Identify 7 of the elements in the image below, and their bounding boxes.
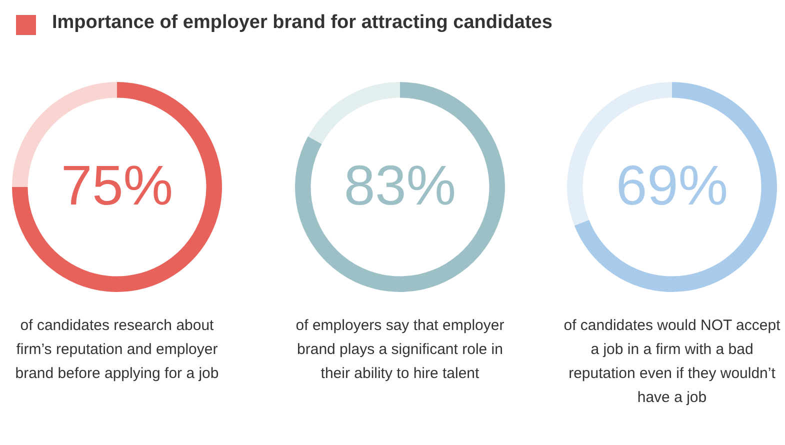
data-label: 69% bbox=[616, 153, 728, 216]
text: of employers say that employer brand plays a significant role in their ability to hire talent bbox=[294, 316, 506, 384]
data-label: 75% bbox=[60, 153, 174, 216]
text: Importance of employer brand for attracting candidates bbox=[52, 12, 552, 34]
text: of candidates research about firm’s reputation and employer brand before applying for a job bbox=[14, 316, 220, 384]
data-label: 83% bbox=[344, 153, 456, 216]
text: of candidates would NOT accept a job in a firm with a bad reputation even if they wouldn’t have a job bbox=[562, 316, 782, 408]
